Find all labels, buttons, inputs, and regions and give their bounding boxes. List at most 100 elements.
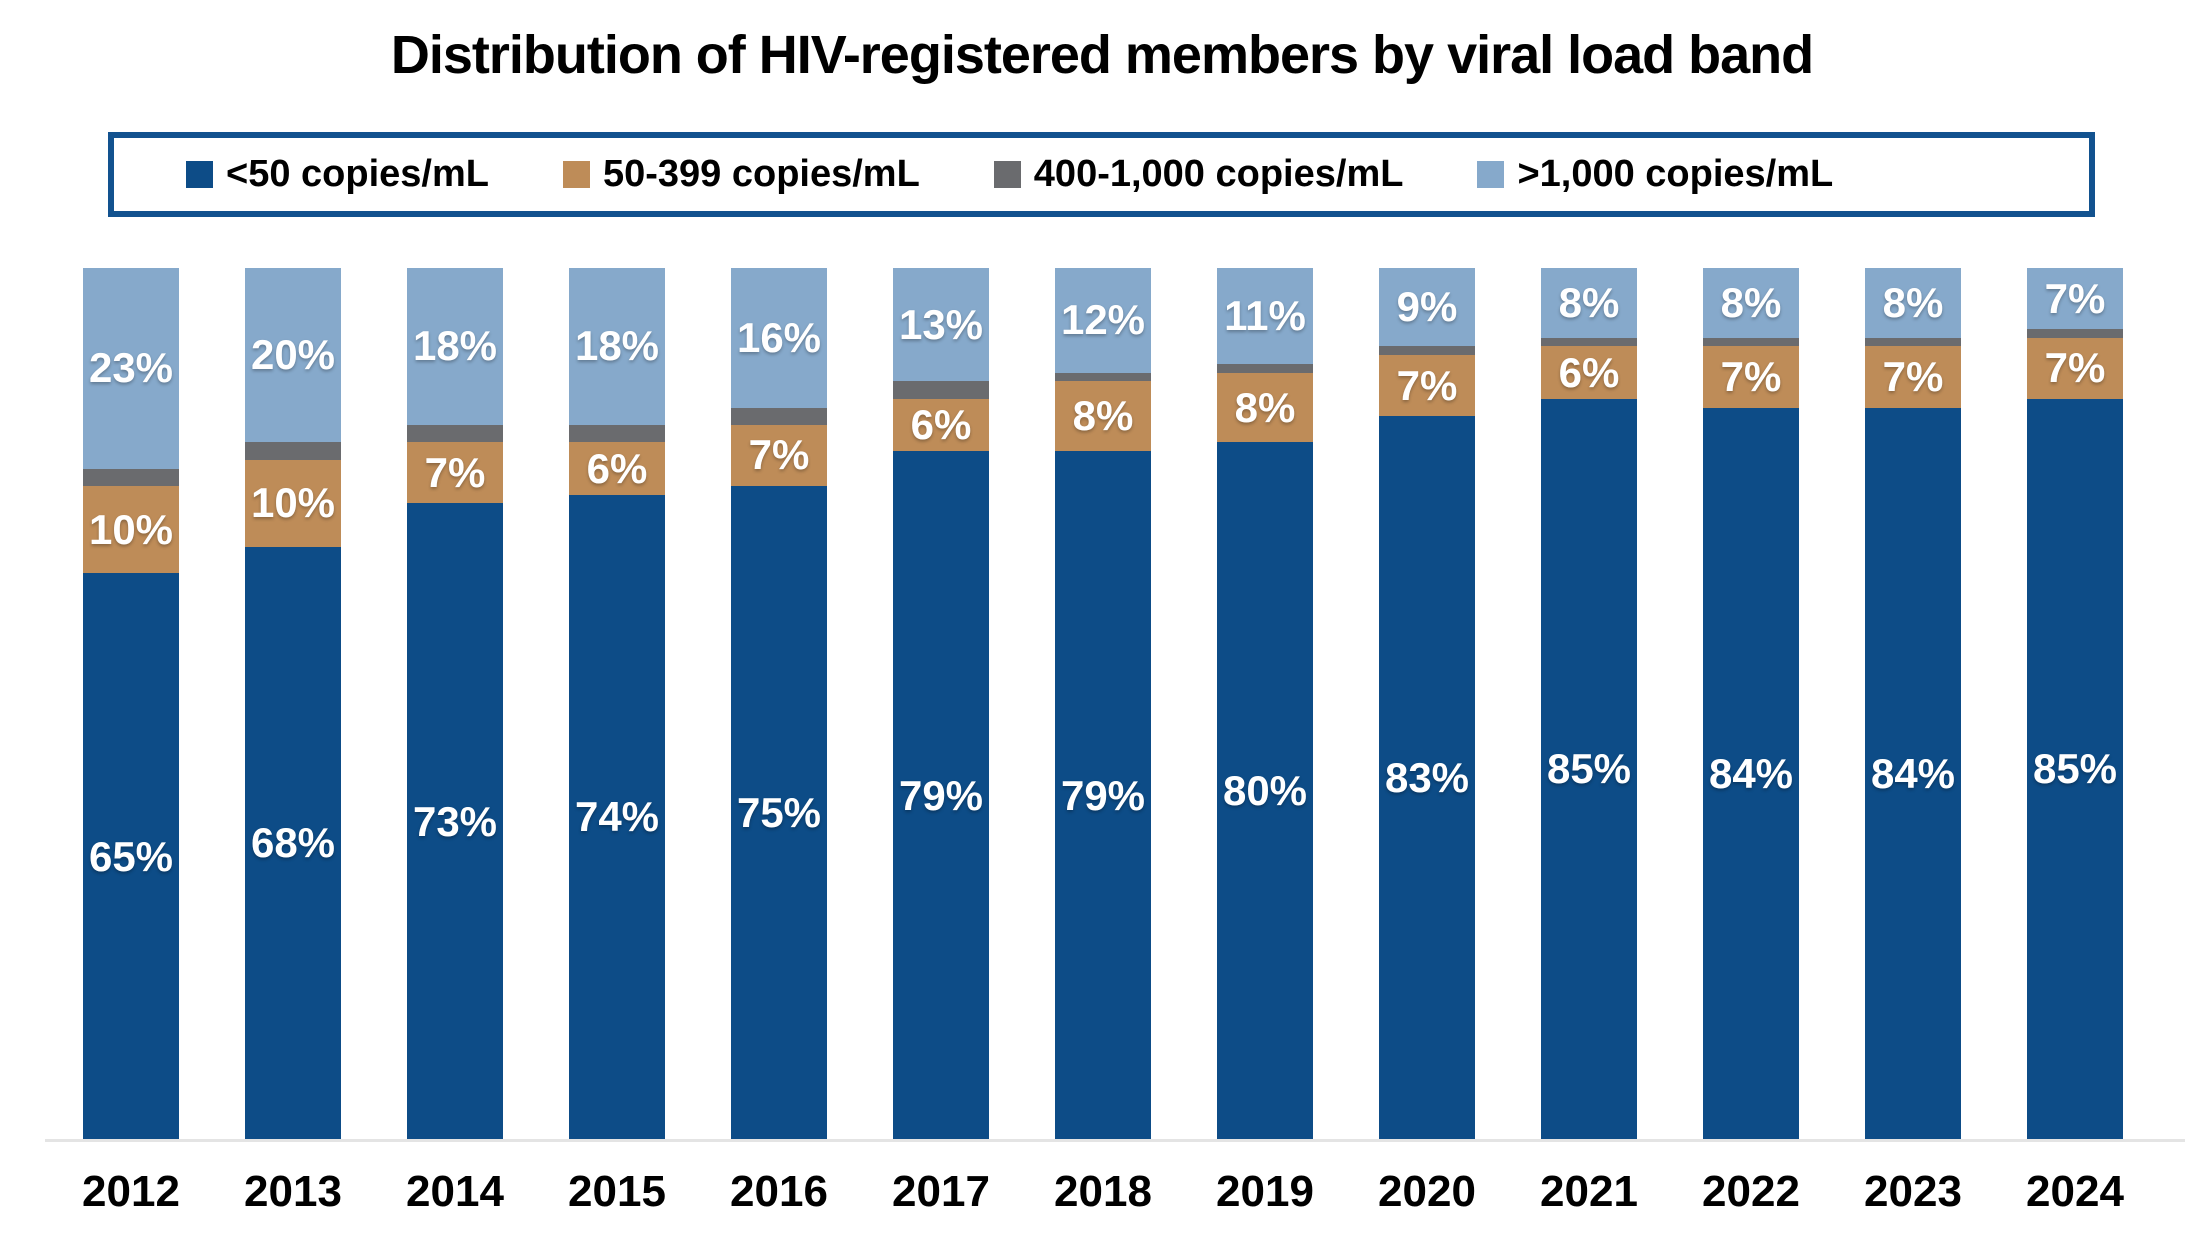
segment-under-50-2019: 80% <box>1217 442 1313 1140</box>
segment-50-399-2013: 10% <box>245 459 341 548</box>
segment-over-1000-2019: 11% <box>1217 268 1313 364</box>
data-label-50-399-2012: 10% <box>88 505 174 553</box>
data-label-over-1000-2016: 16% <box>736 313 822 361</box>
segment-400-1000-2013 <box>245 442 341 460</box>
segment-400-1000-2023 <box>1865 337 1961 347</box>
data-label-under-50-2013: 68% <box>250 819 336 867</box>
segment-400-1000-2022 <box>1703 337 1799 347</box>
data-label-under-50-2014: 73% <box>412 797 498 845</box>
data-label-under-50-2012: 65% <box>88 832 174 880</box>
segment-under-50-2022: 84% <box>1703 407 1799 1140</box>
bar-slot-2024: 7% 7% 85% <box>1994 268 2156 1140</box>
segment-400-1000-2012 <box>83 468 179 486</box>
legend-swatch-under-50 <box>186 161 213 188</box>
bar-slot-2016: 16% 7% 75% <box>698 268 860 1140</box>
segment-50-399-2018: 8% <box>1055 381 1151 452</box>
data-label-over-1000-2015: 18% <box>574 322 660 370</box>
segment-under-50-2012: 65% <box>83 573 179 1140</box>
segment-over-1000-2014: 18% <box>407 268 503 425</box>
segment-over-1000-2015: 18% <box>569 268 665 425</box>
data-label-50-399-2022: 7% <box>1720 352 1782 400</box>
segment-under-50-2015: 74% <box>569 494 665 1140</box>
bar-2019: 11% 8% 80% <box>1217 268 1313 1140</box>
data-label-under-50-2024: 85% <box>2032 745 2118 793</box>
bar-slot-2023: 8% 7% 84% <box>1832 268 1994 1140</box>
legend: <50 copies/mL 50-399 copies/mL 400-1,000 c… <box>108 132 2095 217</box>
segment-over-1000-2024: 7% <box>2027 268 2123 330</box>
segment-400-1000-2020 <box>1379 346 1475 356</box>
segment-50-399-2012: 10% <box>83 485 179 574</box>
x-tick-2018: 2018 <box>1054 1167 1152 1216</box>
data-label-under-50-2021: 85% <box>1546 745 1632 793</box>
x-tick-2024: 2024 <box>2026 1167 2124 1216</box>
data-label-50-399-2017: 6% <box>910 400 972 448</box>
legend-label-400-1000: 400-1,000 copies/mL <box>1033 153 1404 195</box>
legend-label-over-1000: >1,000 copies/mL <box>1517 153 1834 195</box>
bar-2012: 23% 10% 65% <box>83 268 179 1140</box>
x-axis-labels: 2012 2013 2014 2015 2016 2017 2018 2019 2020 2021… <box>50 1170 2156 1214</box>
legend-label-50-399: 50-399 copies/mL <box>602 153 920 195</box>
bar-slot-2013: 20% 10% 68% <box>212 268 374 1140</box>
segment-under-50-2020: 83% <box>1379 416 1475 1140</box>
legend-item-50-399: 50-399 copies/mL <box>562 153 920 196</box>
segment-over-1000-2022: 8% <box>1703 268 1799 338</box>
segment-over-1000-2013: 20% <box>245 268 341 443</box>
x-tick-2022: 2022 <box>1702 1167 1800 1216</box>
segment-400-1000-2017 <box>893 381 989 399</box>
legend-label-under-50: <50 copies/mL <box>226 153 489 195</box>
bar-slot-2017: 13% 6% 79% <box>860 268 1022 1140</box>
segment-under-50-2023: 84% <box>1865 407 1961 1140</box>
bar-slot-2014: 18% 7% 73% <box>374 268 536 1140</box>
data-label-over-1000-2023: 8% <box>1882 278 1944 326</box>
segment-50-399-2020: 7% <box>1379 355 1475 417</box>
legend-item-over-1000: >1,000 copies/mL <box>1477 153 1833 196</box>
data-label-50-399-2024: 7% <box>2044 344 2106 392</box>
plot-area: 23% 10% 65% 20% 10% 68% 18% 7% 73% 18% 6% 74% 16% 7% 7… <box>50 268 2156 1140</box>
bar-2020: 9% 7% 83% <box>1379 268 1475 1140</box>
data-label-over-1000-2013: 20% <box>250 331 336 379</box>
segment-under-50-2013: 68% <box>245 547 341 1140</box>
x-tick-2017: 2017 <box>892 1167 990 1216</box>
bar-slot-2020: 9% 7% 83% <box>1346 268 1508 1140</box>
bar-2018: 12% 8% 79% <box>1055 268 1151 1140</box>
x-tick-2016: 2016 <box>730 1167 828 1216</box>
bar-2017: 13% 6% 79% <box>893 268 989 1140</box>
segment-50-399-2016: 7% <box>731 424 827 486</box>
bar-slot-2015: 18% 6% 74% <box>536 268 698 1140</box>
bar-slot-2018: 12% 8% 79% <box>1022 268 1184 1140</box>
bar-2023: 8% 7% 84% <box>1865 268 1961 1140</box>
segment-400-1000-2024 <box>2027 329 2123 338</box>
x-axis-line <box>45 1139 2185 1142</box>
bar-slot-2021: 8% 6% 85% <box>1508 268 1670 1140</box>
data-label-under-50-2015: 74% <box>574 793 660 841</box>
bar-2021: 8% 6% 85% <box>1541 268 1637 1140</box>
data-label-50-399-2020: 7% <box>1396 361 1458 409</box>
segment-over-1000-2021: 8% <box>1541 268 1637 338</box>
x-tick-2015: 2015 <box>568 1167 666 1216</box>
segment-under-50-2024: 85% <box>2027 398 2123 1140</box>
segment-50-399-2022: 7% <box>1703 346 1799 408</box>
legend-item-under-50: <50 copies/mL <box>186 153 489 196</box>
segment-400-1000-2019 <box>1217 363 1313 373</box>
segment-400-1000-2015 <box>569 424 665 443</box>
segment-50-399-2019: 8% <box>1217 372 1313 443</box>
segment-over-1000-2018: 12% <box>1055 268 1151 373</box>
segment-over-1000-2016: 16% <box>731 268 827 408</box>
segment-400-1000-2016 <box>731 407 827 425</box>
data-label-50-399-2019: 8% <box>1234 383 1296 431</box>
segment-50-399-2021: 6% <box>1541 346 1637 399</box>
data-label-over-1000-2014: 18% <box>412 322 498 370</box>
segment-under-50-2016: 75% <box>731 485 827 1140</box>
segment-over-1000-2017: 13% <box>893 268 989 382</box>
data-label-under-50-2018: 79% <box>1060 771 1146 819</box>
data-label-under-50-2019: 80% <box>1222 767 1308 815</box>
bar-2013: 20% 10% 68% <box>245 268 341 1140</box>
data-label-under-50-2022: 84% <box>1708 749 1794 797</box>
segment-50-399-2023: 7% <box>1865 346 1961 408</box>
data-label-50-399-2015: 6% <box>586 444 648 492</box>
data-label-50-399-2018: 8% <box>1072 392 1134 440</box>
legend-swatch-over-1000 <box>1477 161 1505 188</box>
data-label-under-50-2020: 83% <box>1384 754 1470 802</box>
data-label-under-50-2016: 75% <box>736 788 822 836</box>
legend-swatch-50-399 <box>562 161 590 188</box>
